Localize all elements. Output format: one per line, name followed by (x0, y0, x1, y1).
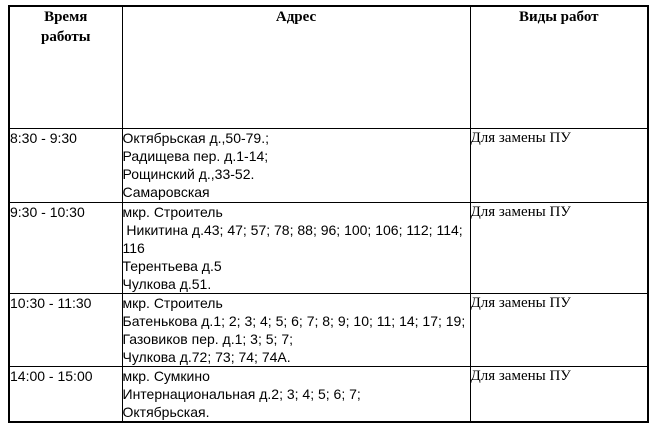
address-line: Чулкова д.72; 73; 74; 74А. (122, 348, 291, 365)
address-line: Самаровская (122, 183, 210, 200)
time-cell: 9:30 - 10:30 (8, 201, 123, 294)
column-header-address: Адрес (121, 5, 471, 129)
work-type-cell: Для замены ПУ (469, 201, 649, 294)
time-cell: 8:30 - 9:30 (8, 127, 123, 203)
address-line: 116 (122, 239, 145, 256)
address-line: Радищева пер. д.1-14; (122, 147, 269, 164)
work-type-cell: Для замены ПУ (469, 365, 649, 422)
time-cell: 14:00 - 15:00 (8, 365, 123, 422)
column-header-time: Время работы (8, 5, 123, 129)
column-header-address-label: Адрес (275, 9, 317, 25)
table-row: 14:00 - 15:00 мкр. Сумкино Интернационал… (8, 365, 649, 422)
column-header-work-types: Виды работ (469, 5, 649, 129)
address-cell: Октябрьская д.,50-79.; Радищева пер. д.1… (121, 127, 471, 203)
address-line: Чулкова д.51. (122, 275, 212, 292)
address-line: Октябрьская д.,50-79.; (122, 129, 269, 146)
address-line: мкр. Строитель (122, 294, 223, 311)
table-header-row: Время работы Адрес Виды работ (8, 5, 649, 129)
address-line: Никитина д.43; 47; 57; 78; 88; 96; 100; … (122, 221, 463, 238)
work-type-cell: Для замены ПУ (469, 127, 649, 203)
address-cell: мкр. Строитель Батенькова д.1; 2; 3; 4; … (121, 292, 471, 367)
document-page: Время работы Адрес Виды работ 8:30 - 9:3… (8, 5, 649, 423)
table-row: 9:30 - 10:30 мкр. Строитель Никитина д.4… (8, 201, 649, 294)
address-cell: мкр. Строитель Никитина д.43; 47; 57; 78… (121, 201, 471, 294)
work-type-cell: Для замены ПУ (469, 292, 649, 367)
address-line: Батенькова д.1; 2; 3; 4; 5; 6; 7; 8; 9; … (122, 312, 466, 329)
address-line: Газовиков пер. д.1; 3; 5; 7; (122, 330, 293, 347)
address-line: Октябрьская. (122, 403, 210, 420)
column-header-time-label: Время работы (40, 9, 91, 45)
table-row: 10:30 - 11:30 мкр. Строитель Батенькова … (8, 292, 649, 367)
address-cell: мкр. Сумкино Интернациональная д.2; 3; 4… (121, 365, 471, 422)
address-line: Интернациональная д.2; 3; 4; 5; 6; 7; (122, 385, 361, 402)
address-line: мкр. Строитель (122, 203, 223, 220)
column-header-work-types-label: Виды работ (518, 9, 599, 25)
address-line: Терентьева д.5 (122, 257, 222, 274)
address-line: Рощинский д.,33-52. (122, 165, 255, 182)
address-line: мкр. Сумкино (122, 367, 210, 384)
time-cell: 10:30 - 11:30 (8, 292, 123, 367)
table-row: 8:30 - 9:30 Октябрьская д.,50-79.; Радищ… (8, 127, 649, 203)
schedule-table: Время работы Адрес Виды работ 8:30 - 9:3… (8, 5, 649, 423)
